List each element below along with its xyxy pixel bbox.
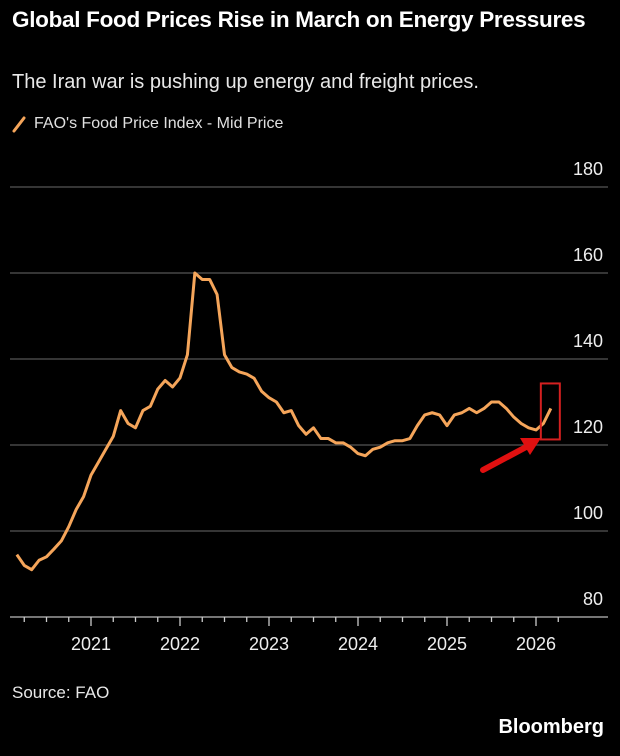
chart-subtitle: The Iran war is pushing up energy and fr… [12,71,479,93]
series-line [15,271,553,572]
x-tick-label: 2026 [516,634,556,654]
y-tick-label: 80 [583,589,603,609]
y-tick-label: 100 [573,503,603,523]
x-tick-label: 2021 [71,634,111,654]
y-tick-label: 140 [573,331,603,351]
annotation-arrow-shaft [480,443,531,473]
legend: FAO's Food Price Index - Mid Price [12,115,283,133]
annotation-arrow-head [520,438,541,455]
y-tick-label: 120 [573,417,603,437]
chart: 80 100 120 140 160 180 2021 2022 2023 2024 2025 202… [10,159,608,654]
x-tick-label: 2025 [427,634,467,654]
legend-line-icon [12,116,26,133]
legend-label: FAO's Food Price Index - Mid Price [34,115,284,132]
chart-title: Global Food Prices Rise in March on Ener… [12,7,586,32]
x-tick-label: 2022 [160,634,200,654]
source-note: Source: FAO [12,683,110,702]
x-tick-label: 2023 [249,634,289,654]
y-tick-label: 180 [573,159,603,179]
bloomberg-logo: Bloomberg [498,716,604,738]
y-tick-label: 160 [573,245,603,265]
highlight-box [539,382,561,441]
x-tick-label: 2024 [338,634,378,654]
